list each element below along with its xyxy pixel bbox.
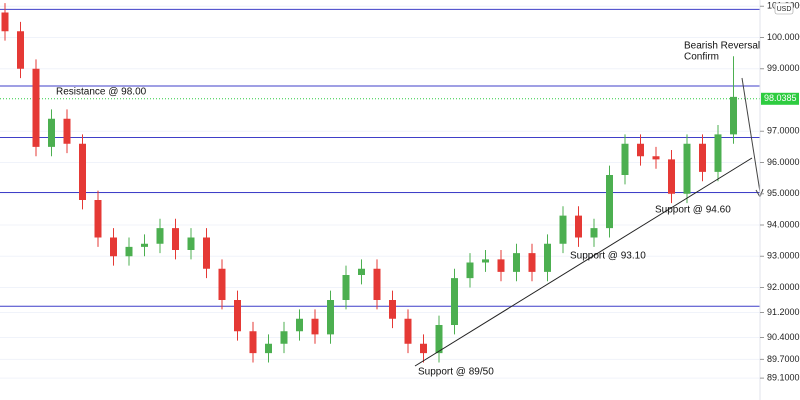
annotation: Bearish Reversal (684, 41, 760, 52)
candle-body (1, 12, 9, 32)
candle-body (156, 228, 164, 244)
candle-body (280, 331, 288, 344)
candle-body (730, 96, 737, 135)
y-tick-label: 89.7000 (767, 354, 800, 364)
currency: USD (777, 6, 792, 13)
candle-body (652, 156, 660, 160)
candle-body (296, 318, 303, 332)
y-tick-label: 100.0000 (767, 32, 800, 42)
y-tick-label: 93.0000 (767, 251, 800, 261)
candle-body (513, 253, 520, 272)
candle-body (125, 246, 133, 257)
candle-body (94, 200, 102, 238)
candle-body (621, 143, 629, 175)
candle-body (218, 268, 226, 300)
candle-body (559, 215, 567, 244)
y-tick-label: 96.0000 (767, 157, 800, 167)
y-axis: 101.0000100.000099.000097.000096.000095.… (760, 1, 800, 383)
candle-body (358, 268, 365, 275)
annotation: Confirm (684, 52, 719, 63)
candle-body (435, 325, 443, 354)
candle-body (466, 262, 474, 279)
candle-body (699, 143, 706, 172)
candle-body (79, 143, 86, 200)
candle-body (265, 343, 272, 354)
candles (1, 3, 737, 363)
annotation: Resistance @ 98.00 (56, 87, 147, 98)
candle-body (637, 143, 644, 157)
y-tick-label: 90.4000 (767, 332, 800, 342)
annotation: Support @ 89/50 (418, 367, 494, 378)
candle-body (683, 143, 691, 194)
candle-body (342, 275, 350, 300)
y-tick-label: 99.0000 (767, 63, 800, 73)
candle-body (575, 215, 582, 238)
annotation: Support @ 93.10 (570, 251, 646, 262)
candle-body (544, 243, 551, 272)
y-tick-label: 89.1000 (767, 373, 800, 383)
candle-body (373, 268, 381, 300)
candle-body (249, 331, 257, 354)
y-tick-label: 92.0000 (767, 282, 800, 292)
candle-body (187, 237, 195, 250)
candle-body (32, 68, 40, 147)
candle-body (528, 253, 536, 272)
y-tick-label: 91.2000 (767, 307, 800, 317)
last-price-box (761, 92, 799, 105)
last-price-label: 98.0385 (764, 93, 797, 103)
candle-body (17, 31, 24, 69)
candle-body (327, 300, 334, 335)
arrow-line (741, 77, 761, 193)
candle-body (404, 318, 412, 344)
candle-body (668, 159, 675, 194)
candle-body (451, 278, 458, 325)
candle-body (110, 237, 117, 257)
candle-body (172, 228, 179, 250)
candle-body (497, 259, 505, 272)
candle-body (141, 243, 148, 247)
candle-body (234, 300, 241, 332)
candle-body (63, 118, 71, 144)
y-tick-label: 95.0000 (767, 188, 800, 198)
candle-body (389, 300, 396, 319)
candle-body (606, 175, 613, 229)
annotation: Support @ 94.60 (655, 205, 731, 216)
candle-body (311, 318, 319, 335)
y-tick-label: 97.0000 (767, 126, 800, 136)
trend-line (414, 157, 753, 367)
candle-body (714, 134, 722, 172)
grid (0, 5, 760, 379)
candle-body (482, 259, 489, 263)
y-tick-label: 94.0000 (767, 219, 800, 229)
candle-body (420, 343, 427, 354)
currency-badge (774, 2, 794, 15)
candle-body (48, 118, 55, 147)
levels (0, 8, 760, 307)
candle-body (203, 237, 210, 269)
candle-body (590, 228, 598, 238)
